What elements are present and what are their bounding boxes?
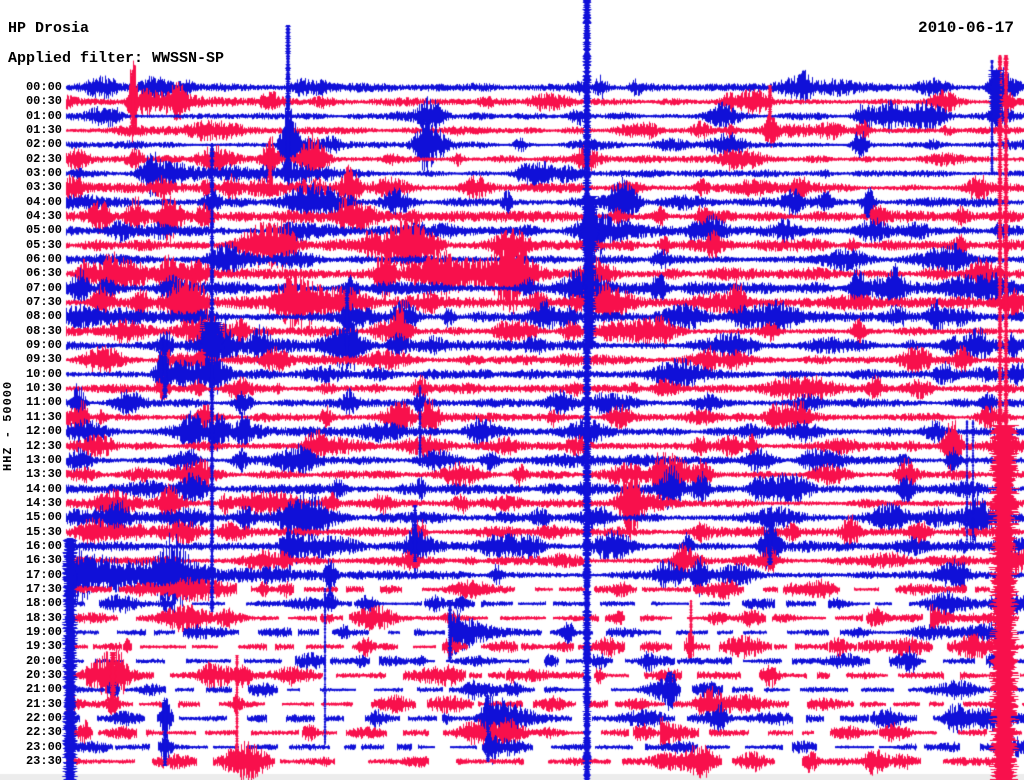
row-time-label: 11:30 [25,409,62,424]
applied-filter-label: Applied filter: WWSSN-SP [8,50,225,67]
row-time-label: 03:30 [25,180,62,195]
row-time-label: 10:00 [25,366,62,381]
row-time-label: 04:30 [25,209,62,224]
row-time-label: 09:30 [25,352,62,367]
row-time-label: 14:00 [25,481,62,496]
row-time-label: 00:30 [25,94,62,109]
row-time-label: 06:30 [25,266,62,281]
row-time-label: 19:30 [25,639,62,654]
row-time-label: 00:00 [25,80,62,94]
row-time-label: 13:30 [25,467,62,482]
row-time-label: 03:00 [25,166,62,181]
row-time-label: 16:00 [25,538,62,553]
date-label: 2010-06-17 [917,19,1014,37]
row-time-label: 01:00 [25,108,62,123]
row-time-label: 12:30 [25,438,62,453]
row-time-label: 05:00 [25,223,62,238]
row-time-label: 02:30 [25,151,62,166]
row-time-label: 22:00 [25,710,62,725]
row-time-label: 08:30 [25,323,62,338]
row-time-label: 21:00 [25,682,62,697]
row-time-label: 10:30 [25,381,62,396]
row-time-label: 07:30 [25,295,62,310]
row-time-label: 14:30 [25,495,62,510]
row-time-label: 04:00 [25,194,62,209]
row-time-label: 08:00 [25,309,62,324]
row-time-label: 12:00 [25,424,62,439]
row-time-label: 18:00 [25,596,62,611]
station-name: HP Drosia [8,20,90,37]
row-time-label: 20:30 [25,667,62,682]
row-time-label: 07:00 [25,280,62,295]
row-time-label: 01:30 [25,123,62,138]
row-time-label: 23:30 [25,753,62,768]
row-time-label: 23:00 [25,739,62,754]
row-time-label: 05:30 [25,237,62,252]
row-time-label: 17:00 [25,567,62,582]
row-time-label: 06:00 [25,252,62,267]
row-time-label: 20:00 [25,653,62,668]
row-time-label: 17:30 [25,581,62,596]
row-time-label: 19:00 [25,624,62,639]
row-time-label: 18:30 [25,610,62,625]
row-time-label: 15:30 [25,524,62,539]
row-time-label: 15:00 [25,510,62,525]
row-time-label: 22:30 [25,725,62,740]
row-time-label: 02:00 [25,137,62,152]
row-time-label: 11:00 [25,395,62,410]
row-time-label: 13:00 [25,452,62,467]
row-time-label: 09:00 [25,338,62,353]
row-time-label: 16:30 [25,553,62,568]
row-time-label: 21:30 [25,696,62,711]
